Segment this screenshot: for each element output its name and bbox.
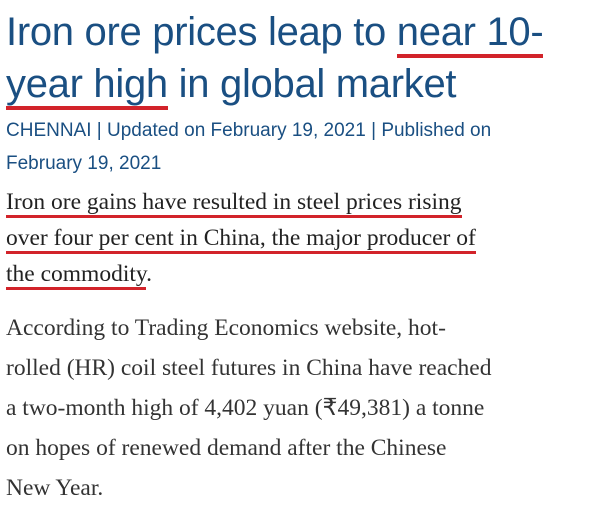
body-line: According to Trading Economics website, …: [6, 315, 446, 341]
body-line: New Year.: [6, 475, 104, 501]
headline-text-part: in global market: [167, 62, 457, 106]
summary-line-3: the commodity.: [6, 256, 596, 292]
meta-separator: |: [91, 120, 108, 141]
summary-underlined-text: the commodity: [6, 261, 147, 290]
meta-separator: |: [365, 120, 382, 141]
summary-line-2: over four per cent in China, the major p…: [6, 220, 596, 256]
meta-updated: Updated on February 19, 2021: [107, 120, 366, 141]
meta-published-date: February 19, 2021: [6, 153, 162, 174]
headline-highlight-year-high: year high: [6, 62, 168, 110]
headline-line-1: Iron ore prices leap to near 10-: [6, 6, 596, 58]
meta-location: CHENNAI: [6, 120, 92, 141]
article-headline: Iron ore prices leap to near 10- year hi…: [6, 0, 596, 110]
article-body: According to Trading Economics website, …: [6, 308, 596, 508]
meta-published-label: Published on: [381, 120, 492, 141]
headline-line-2: year high in global market: [6, 58, 596, 110]
body-line: on hopes of renewed demand after the Chi…: [6, 435, 447, 461]
headline-text-part: Iron ore prices leap to: [6, 10, 397, 54]
summary-line-1: Iron ore gains have resulted in steel pr…: [6, 184, 596, 220]
news-article: Iron ore prices leap to near 10- year hi…: [6, 0, 596, 508]
body-line: a two-month high of 4,402 yuan (₹49,381)…: [6, 395, 485, 421]
summary-underlined-text: over four per cent in China, the major p…: [6, 225, 476, 254]
body-line: rolled (HR) coil steel futures in China …: [6, 355, 492, 381]
article-meta: CHENNAI | Updated on February 19, 2021 |…: [6, 114, 596, 180]
headline-highlight-near-10: near 10-: [396, 10, 544, 58]
summary-end-punct: .: [146, 261, 152, 287]
article-summary: Iron ore gains have resulted in steel pr…: [6, 184, 596, 292]
summary-underlined-text: Iron ore gains have resulted in steel pr…: [6, 189, 462, 218]
